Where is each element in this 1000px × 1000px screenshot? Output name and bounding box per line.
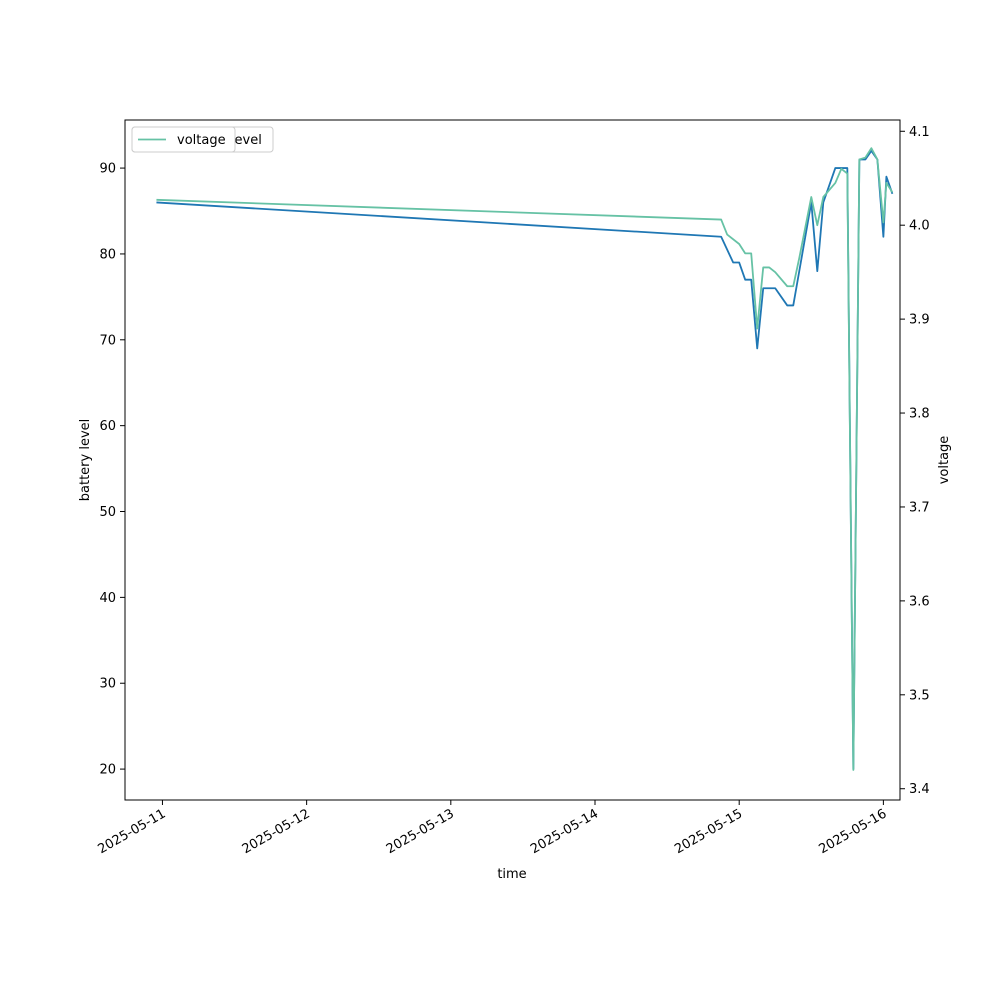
right-y-tick-label: 4.1 bbox=[909, 125, 930, 140]
legend-voltage: voltage bbox=[131, 126, 236, 153]
legend-voltage-label: voltage bbox=[177, 133, 226, 148]
right-y-tick-label: 4.0 bbox=[909, 219, 930, 234]
right-y-axis-title: voltage bbox=[937, 436, 952, 485]
left-y-tick-label: 50 bbox=[99, 505, 116, 520]
x-axis-title: time bbox=[497, 867, 526, 882]
right-y-tick-label: 3.7 bbox=[909, 500, 930, 515]
right-y-tick-label: 3.6 bbox=[909, 594, 930, 609]
left-y-tick-label: 20 bbox=[99, 763, 116, 778]
right-y-tick-label: 3.8 bbox=[909, 407, 930, 422]
right-y-axis: 3.4 3.5 3.6 3.7 3.8 3.9 4.0 4.1 bbox=[900, 125, 930, 797]
right-y-tick-label: 3.9 bbox=[909, 313, 930, 328]
left-y-tick-label: 80 bbox=[99, 247, 116, 262]
left-y-tick-label: 60 bbox=[99, 419, 116, 434]
series-line-voltage bbox=[156, 147, 894, 771]
left-y-tick-label: 30 bbox=[99, 677, 116, 692]
series-layer bbox=[156, 147, 894, 771]
legend-voltage-box bbox=[131, 126, 236, 153]
series-line-battery-level bbox=[156, 150, 894, 770]
plot-area-frame bbox=[124, 119, 901, 801]
left-y-tick-label: 70 bbox=[99, 333, 116, 348]
right-y-tick-label: 3.4 bbox=[909, 782, 930, 797]
left-y-tick-label: 40 bbox=[99, 591, 116, 606]
right-y-tick-label: 3.5 bbox=[909, 688, 930, 703]
left-y-axis-title: battery level bbox=[78, 419, 93, 502]
left-y-tick-label: 90 bbox=[99, 162, 116, 177]
left-y-axis: 20 30 40 50 60 70 80 90 bbox=[99, 162, 125, 778]
